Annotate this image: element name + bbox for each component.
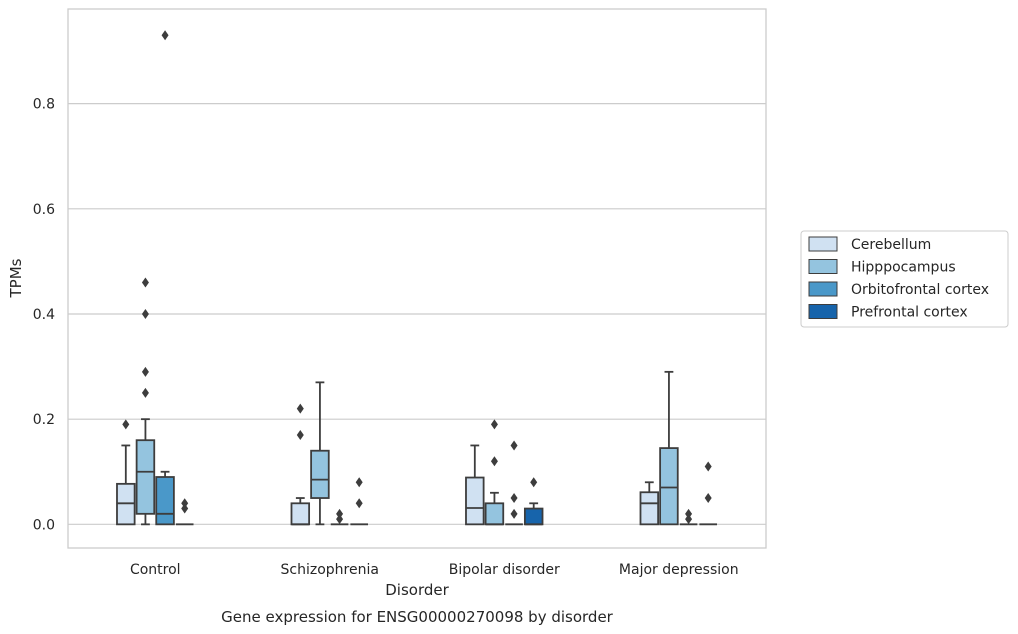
outlier-point [685, 514, 693, 525]
box-prefrontal-cortex [523, 477, 544, 526]
box-hipppocampus [135, 277, 156, 526]
outlier-point [122, 419, 130, 430]
y-axis-label: TPMs [7, 258, 25, 298]
box-orbitofrontal-cortex [155, 30, 175, 526]
box-iqr [523, 507, 544, 526]
chart-caption: Gene expression for ENSG00000270098 by d… [221, 608, 614, 626]
x-tick-label: Major depression [619, 562, 739, 578]
legend-label: Cerebellum [851, 237, 931, 253]
box-iqr [290, 502, 311, 526]
x-tick-label: Schizophrenia [281, 562, 379, 578]
box-cerebellum [639, 481, 660, 526]
y-tick-label: 0.4 [33, 307, 55, 323]
outlier-point [296, 429, 304, 440]
legend-label: Orbitofrontal cortex [851, 282, 989, 298]
outlier-point [510, 508, 518, 519]
y-tick-label: 0.0 [33, 517, 55, 533]
box-orbitofrontal-cortex [679, 508, 698, 526]
box-prefrontal-cortex [699, 461, 718, 526]
box-cerebellum [465, 444, 485, 526]
x-tick-labels: Control Schizophrenia Bipolar disorder Majo… [130, 562, 739, 578]
legend: Cerebellum Hipppocampus Orbitofrontal cort… [800, 230, 1009, 328]
legend-label: Hipppocampus [851, 260, 956, 276]
legend-swatch [808, 259, 838, 274]
outlier-point [161, 30, 169, 41]
box-cerebellum [290, 403, 311, 526]
box-iqr [310, 449, 330, 499]
outlier-point [181, 503, 189, 514]
outlier-point [355, 498, 363, 509]
y-tick-label: 0.6 [33, 202, 55, 218]
outlier-point [296, 403, 304, 414]
box-iqr [465, 476, 485, 526]
box-iqr [659, 447, 679, 526]
outlier-point [336, 514, 344, 525]
box-orbitofrontal-cortex [505, 440, 523, 526]
outlier-point [181, 498, 189, 509]
box-iqr [639, 491, 660, 526]
box-prefrontal-cortex [350, 477, 369, 526]
y-tick-label: 0.8 [33, 97, 55, 113]
legend-label: Prefrontal cortex [851, 305, 968, 321]
legend-swatch [808, 236, 838, 252]
x-tick-label: Control [130, 562, 181, 578]
box-hipppocampus [484, 419, 505, 526]
box-hipppocampus [310, 381, 330, 526]
outlier-point [510, 440, 518, 451]
legend-swatch [808, 304, 838, 319]
x-axis-label: Disorder [385, 581, 449, 599]
box-iqr [155, 476, 175, 526]
box-iqr [135, 439, 156, 515]
box-orbitofrontal-cortex [330, 508, 349, 526]
outlier-point [704, 493, 712, 504]
outlier-point [490, 419, 498, 430]
outlier-point [704, 461, 712, 472]
outlier-point [336, 508, 344, 519]
box-iqr [484, 502, 505, 526]
outlier-point [530, 477, 538, 488]
box-hipppocampus [659, 370, 679, 526]
outlier-point [141, 366, 149, 377]
outlier-point [510, 493, 518, 504]
outlier-point [141, 308, 149, 319]
plot-frame [67, 8, 767, 549]
y-tick-labels: 0.0 0.2 0.4 0.6 0.8 [33, 97, 55, 534]
outlier-point [141, 387, 149, 398]
outlier-point [490, 456, 498, 467]
outlier-point [141, 277, 149, 288]
y-tick-label: 0.2 [33, 412, 55, 428]
legend-swatch [808, 281, 838, 297]
outlier-point [685, 508, 693, 519]
outlier-point [355, 477, 363, 488]
box-groups [116, 30, 718, 526]
box-prefrontal-cortex [175, 498, 194, 526]
legend-frame [800, 230, 1009, 328]
box-cerebellum [116, 419, 136, 526]
x-tick-label: Bipolar disorder [449, 562, 560, 578]
